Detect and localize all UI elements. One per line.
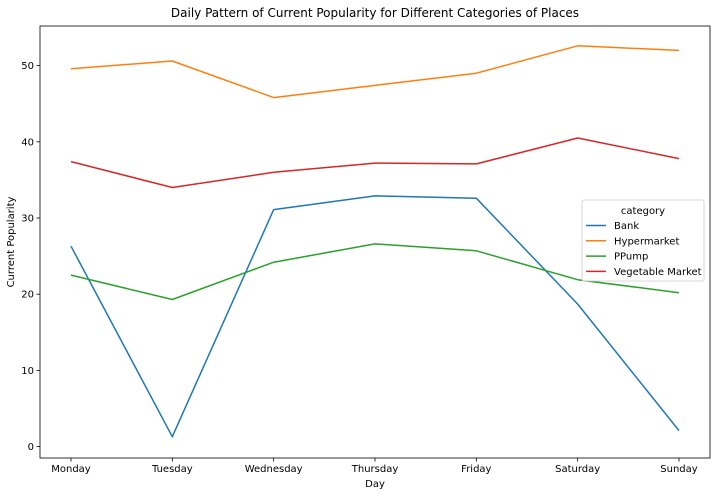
- y-axis-title: Current Popularity: [6, 196, 17, 287]
- series-line: [70, 45, 680, 99]
- legend: category Bank Hypermarket PPump Vegetable Ma…: [581, 199, 705, 282]
- x-tick-label: Saturday: [555, 464, 600, 475]
- legend-title: category: [621, 206, 665, 217]
- y-tick-label: 30: [21, 214, 34, 225]
- series-line: [70, 137, 680, 189]
- series-line: [70, 195, 680, 438]
- series-line: [70, 243, 680, 301]
- y-tick-label: 10: [21, 366, 34, 377]
- x-tick-label: Tuesday: [151, 464, 193, 475]
- y-tick-label: 40: [21, 137, 34, 148]
- x-tick-label: Monday: [51, 464, 91, 475]
- x-tick-label: Wednesday: [245, 464, 303, 475]
- x-axis: Monday Tuesday Wednesday Thursday Friday Satu…: [51, 458, 698, 475]
- y-tick-label: 20: [21, 290, 34, 301]
- x-tick-label: Sunday: [660, 464, 697, 475]
- legend-label: Bank: [614, 221, 639, 232]
- y-tick-label: 0: [28, 442, 34, 453]
- plot-area: [70, 45, 680, 438]
- chart-title: Daily Pattern of Current Popularity for …: [171, 6, 579, 20]
- legend-label: Vegetable Market: [614, 267, 702, 278]
- legend-label: Hypermarket: [614, 236, 679, 247]
- x-tick-label: Thursday: [351, 464, 399, 475]
- legend-box: [581, 199, 705, 282]
- legend-label: PPump: [614, 252, 648, 263]
- y-axis: 0 10 20 30 40 50: [21, 61, 40, 453]
- x-tick-label: Friday: [461, 464, 491, 475]
- y-tick-label: 50: [21, 61, 34, 72]
- x-axis-title: Day: [365, 479, 385, 490]
